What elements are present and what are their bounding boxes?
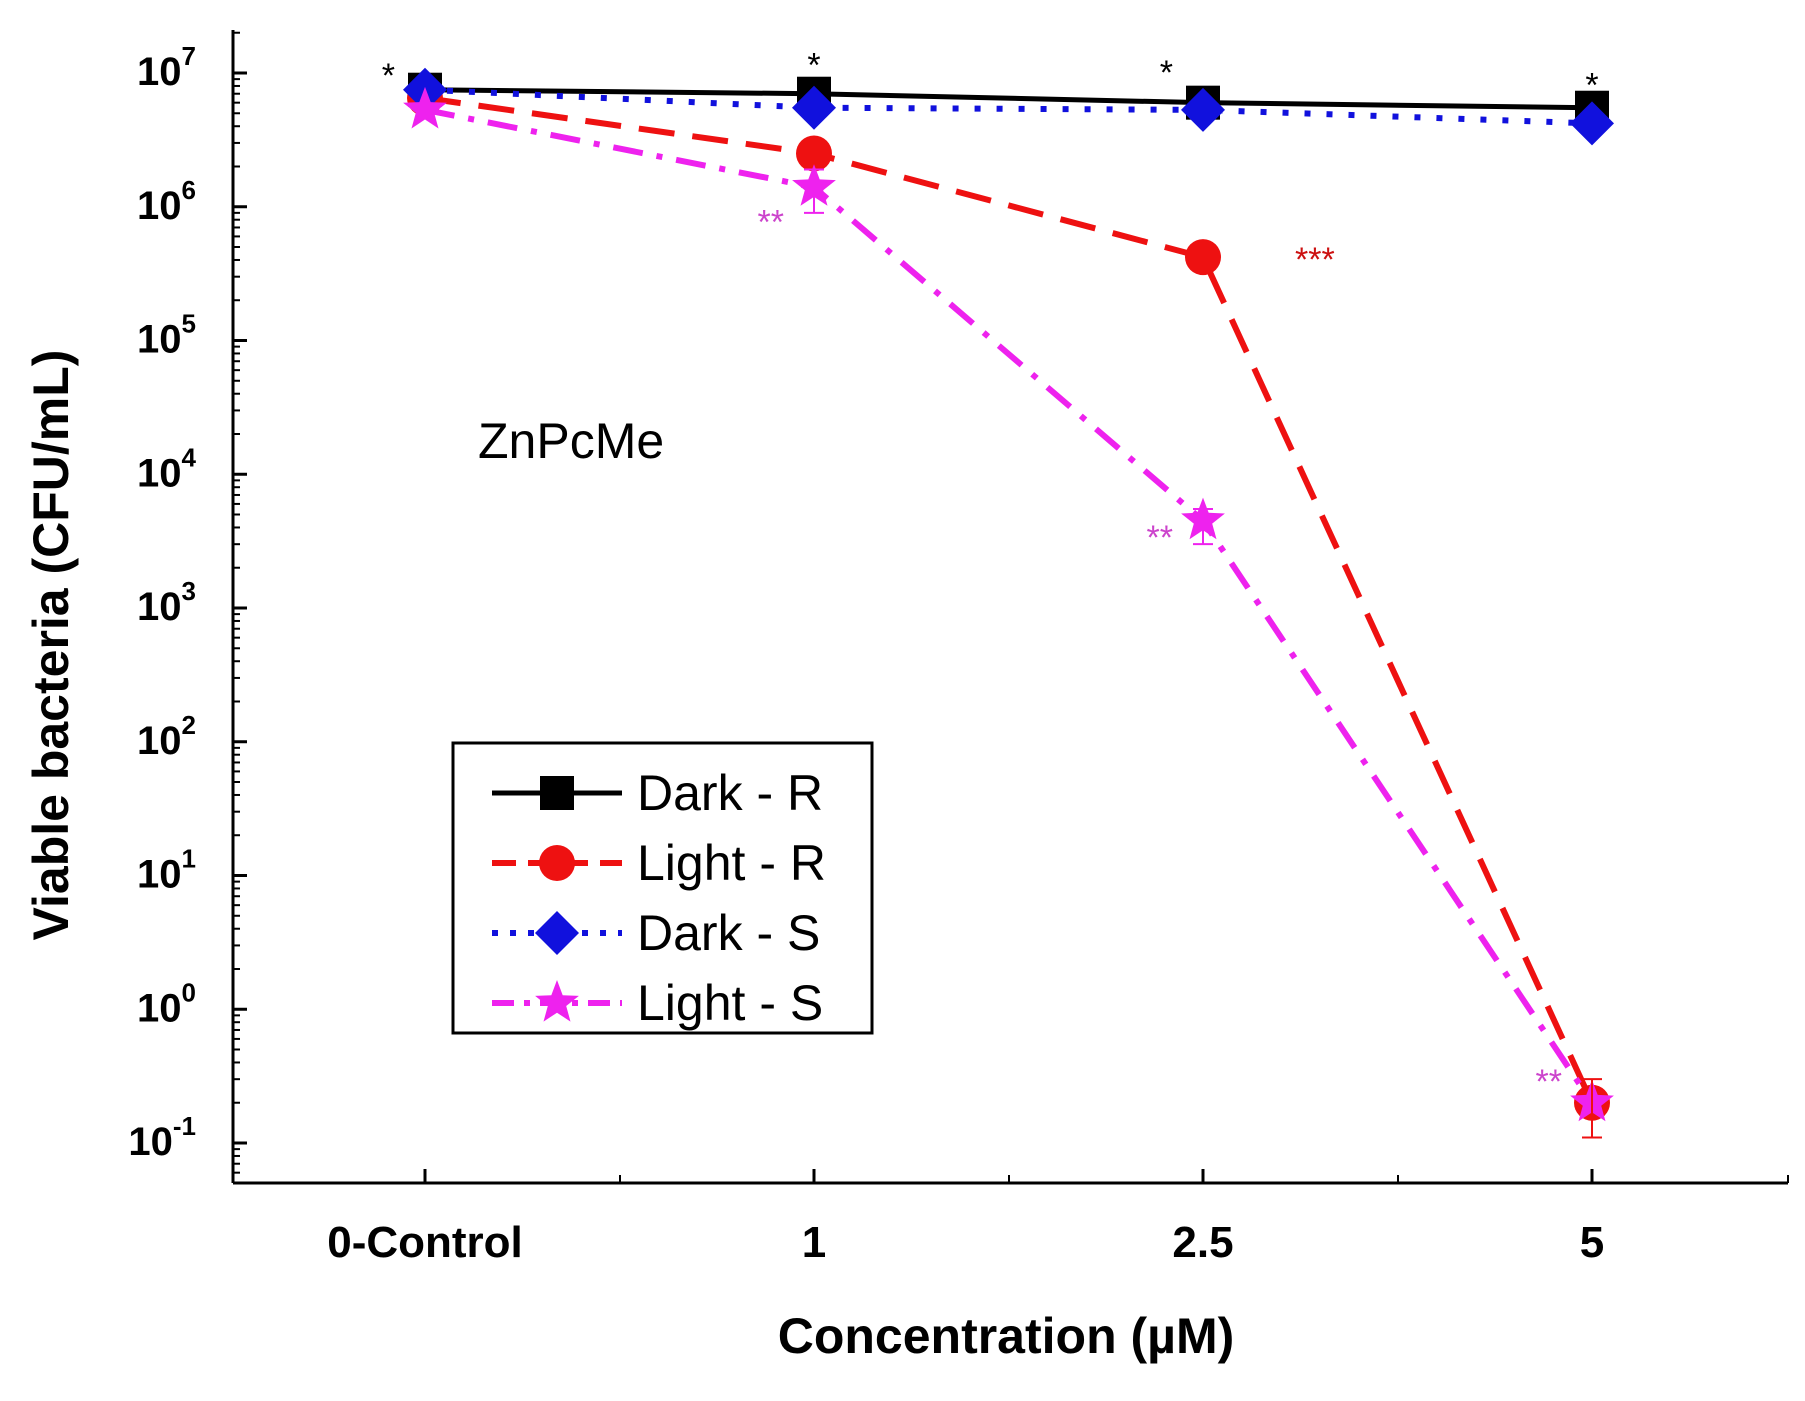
x-tick-label: 0-Control (327, 1218, 523, 1267)
legend-label: Light - S (637, 975, 823, 1031)
significance-label: * (807, 46, 820, 84)
legend: Dark - R Light - R Dark - S Light - S (451, 741, 874, 1035)
y-tick-label: 107 (137, 41, 196, 94)
series-line (424, 106, 1595, 1105)
legend-item: Light - S (492, 975, 823, 1031)
legend-item: Dark - R (492, 765, 823, 821)
significance-label: ** (1536, 1063, 1562, 1101)
x-axis-title: Concentration (µM) (778, 1308, 1235, 1364)
annotations: * * * ********** (382, 46, 1599, 1101)
y-tick-label: 10-1 (128, 1111, 196, 1164)
series-line (424, 86, 1593, 127)
y-tick-label: 100 (137, 977, 196, 1030)
significance-label: ** (758, 204, 784, 242)
legend-marker (535, 911, 579, 955)
significance-label: * (1585, 66, 1598, 104)
error-bar (804, 168, 824, 214)
significance-label: *** (1295, 241, 1335, 279)
significance-label: ** (1147, 519, 1173, 557)
x-tick-label: 1 (802, 1218, 826, 1267)
significance-label: * (382, 57, 395, 95)
y-tick-label: 106 (137, 175, 196, 228)
y-tick-label: 105 (137, 309, 196, 362)
legend-marker (535, 980, 579, 1022)
legend-label: Dark - S (637, 905, 820, 961)
y-tick-label: 103 (137, 576, 196, 629)
data-point (403, 86, 447, 129)
error-bar (1582, 1078, 1602, 1139)
y-tick-label: 102 (137, 710, 196, 763)
data-point (796, 135, 832, 172)
legend-item: Dark - S (492, 905, 820, 961)
series-line (424, 95, 1595, 1104)
significance-label: * (1160, 54, 1173, 92)
data-point (792, 85, 836, 130)
y-axis-title: Viable bacteria (CFU/mL) (23, 350, 79, 941)
series-dark-r (408, 72, 1609, 125)
chart-annotation: ZnPcMe (478, 413, 664, 469)
y-tick-label: 101 (137, 844, 196, 897)
axes: 10-1 100 101 102 103 104 105 106 107 0-Control 1 2.… (128, 30, 1789, 1267)
legend-marker (540, 776, 574, 810)
series-layer (403, 67, 1614, 1139)
series-dark-s (403, 67, 1614, 146)
error-bar (1193, 507, 1213, 546)
data-point (1570, 101, 1614, 146)
data-point (1181, 87, 1225, 132)
legend-marker (539, 845, 575, 881)
x-tick-label: 5 (1580, 1218, 1604, 1267)
series-line (424, 87, 1593, 111)
legend-label: Dark - R (637, 765, 823, 821)
data-point (1185, 239, 1221, 276)
y-tick-label: 104 (137, 442, 197, 495)
x-tick-label: 2.5 (1172, 1218, 1233, 1267)
legend-item: Light - R (492, 835, 826, 891)
legend-label: Light - R (637, 835, 826, 891)
